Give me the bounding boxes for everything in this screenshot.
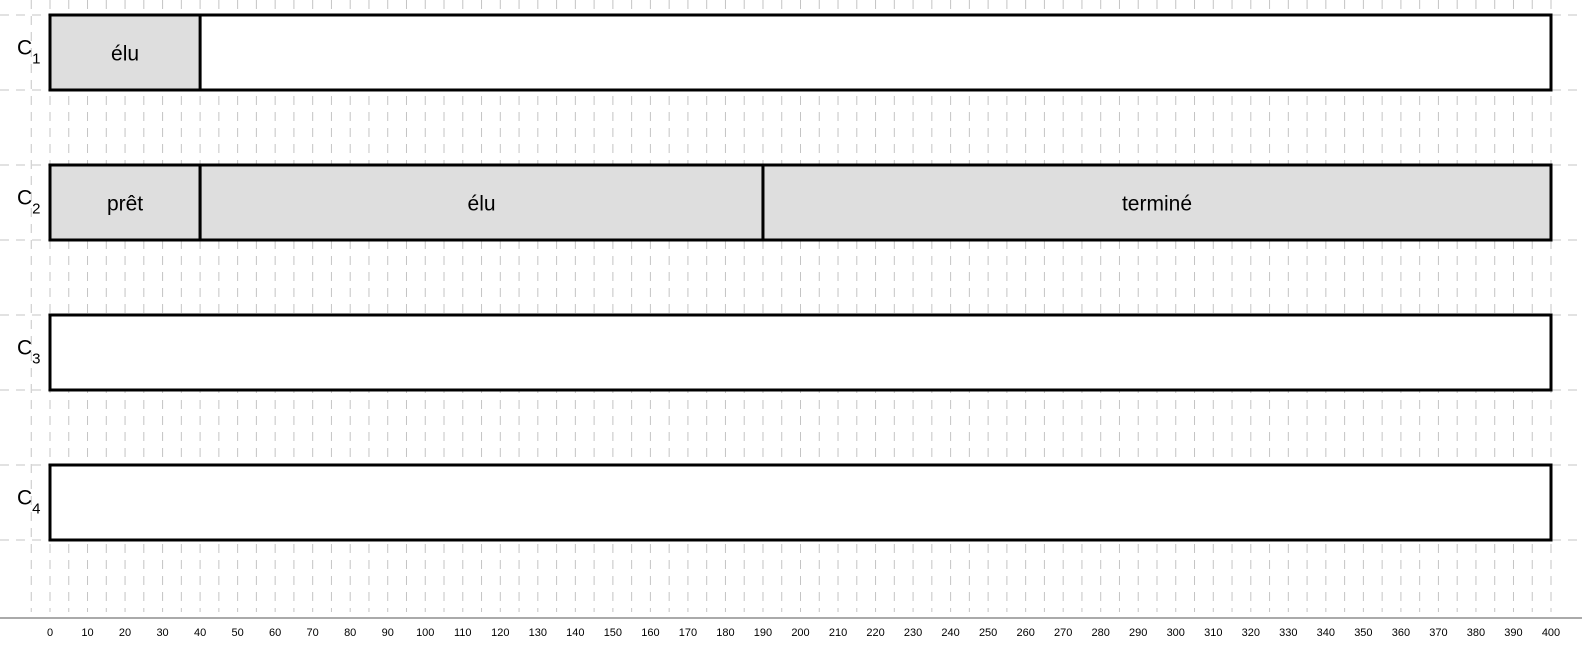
row-label: C1	[17, 37, 41, 68]
segment-bar	[761, 163, 1553, 242]
tick-label: 70	[307, 627, 319, 639]
tick-label: 140	[566, 627, 584, 639]
tick-label: 20	[119, 627, 131, 639]
tick-label: 170	[679, 627, 697, 639]
lane-box	[48, 463, 1553, 542]
tick-label: 390	[1504, 627, 1522, 639]
tick-label: 50	[232, 627, 244, 639]
tick-label: 0	[47, 627, 53, 639]
tick-label: 370	[1429, 627, 1447, 639]
row-label: C4	[17, 487, 41, 518]
tick-label: 260	[1016, 627, 1034, 639]
tick-label: 380	[1467, 627, 1485, 639]
tick-label: 130	[529, 627, 547, 639]
tick-label: 330	[1279, 627, 1297, 639]
tick-label: 220	[866, 627, 884, 639]
tick-label: 180	[716, 627, 734, 639]
time-axis: 0 10 20 30 40 50 60 70 80 90 100 110 120 130 140 150 160…	[0, 617, 1582, 639]
tick-label: 30	[156, 627, 168, 639]
tick-label: 150	[604, 627, 622, 639]
lane-box	[48, 13, 1553, 92]
tick-label: 280	[1092, 627, 1110, 639]
lane-c3: C3	[17, 313, 1553, 392]
row-label: C3	[17, 337, 41, 368]
tick-label: 120	[491, 627, 509, 639]
process-lanes: élu C1 prêt élu terminé C2 C3 C4	[17, 13, 1553, 542]
segment-label: prêt	[107, 193, 143, 216]
tick-label: 300	[1167, 627, 1185, 639]
tick-label: 360	[1392, 627, 1410, 639]
tick-label: 290	[1129, 627, 1147, 639]
tick-label: 90	[382, 627, 394, 639]
lane-c4: C4	[17, 463, 1553, 542]
segment-bar	[48, 13, 202, 92]
tick-label: 40	[194, 627, 206, 639]
segment-label: élu	[468, 193, 496, 216]
tick-label: 340	[1317, 627, 1335, 639]
tick-label: 80	[344, 627, 356, 639]
segment-bar	[48, 163, 202, 242]
tick-label: 250	[979, 627, 997, 639]
tick-label: 200	[791, 627, 809, 639]
tick-label: 270	[1054, 627, 1072, 639]
tick-label: 190	[754, 627, 772, 639]
tick-label: 230	[904, 627, 922, 639]
tick-label: 100	[416, 627, 434, 639]
tick-label: 240	[941, 627, 959, 639]
tick-label: 320	[1242, 627, 1260, 639]
row-label: C2	[17, 187, 41, 218]
lane-c2: prêt élu terminé C2	[17, 163, 1553, 242]
segment-label: élu	[111, 43, 139, 66]
tick-label: 60	[269, 627, 281, 639]
tick-label: 10	[81, 627, 93, 639]
tick-label: 350	[1354, 627, 1372, 639]
segment-label: terminé	[1122, 193, 1192, 216]
tick-label: 310	[1204, 627, 1222, 639]
tick-label: 400	[1542, 627, 1560, 639]
tick-label: 110	[454, 627, 472, 639]
tick-label: 160	[641, 627, 659, 639]
lane-box	[48, 313, 1553, 392]
tick-label: 210	[829, 627, 847, 639]
lane-c1: élu C1	[17, 13, 1553, 92]
